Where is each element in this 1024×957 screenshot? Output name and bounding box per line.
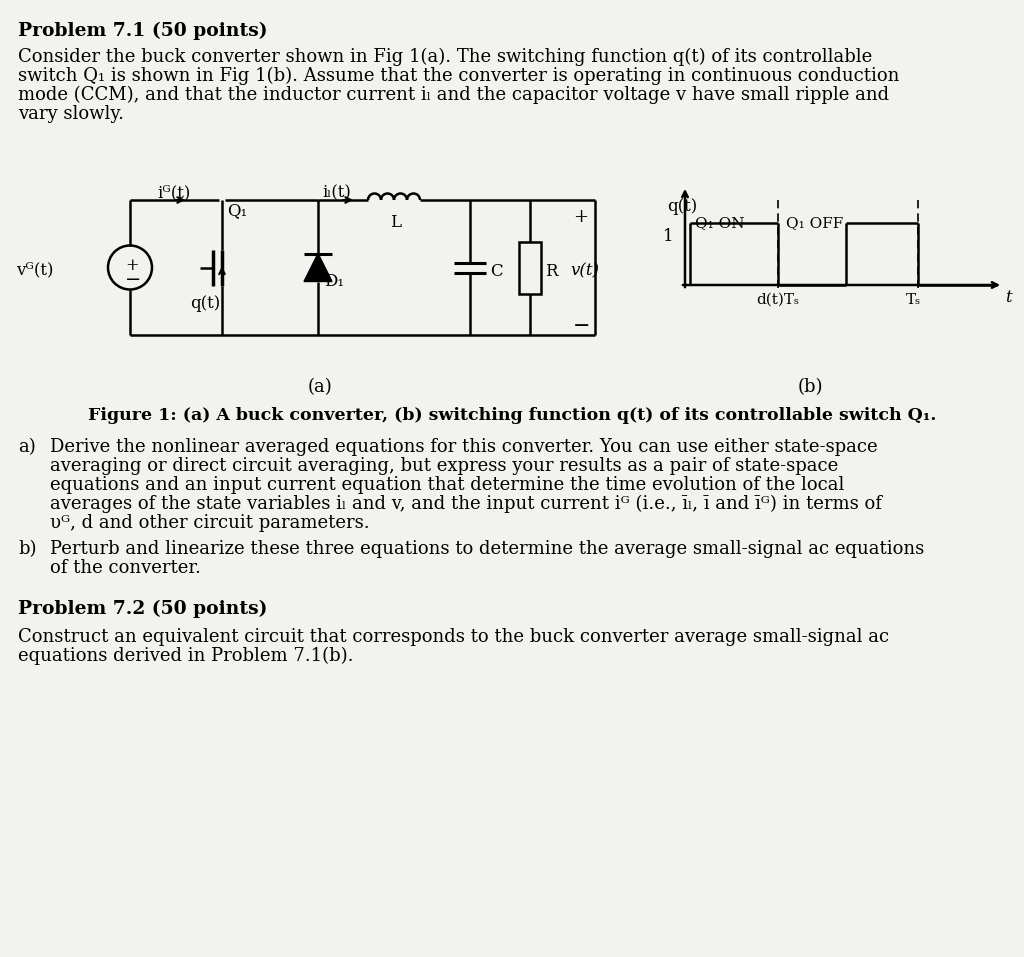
Text: −: − xyxy=(573,317,591,336)
Text: D₁: D₁ xyxy=(324,274,344,291)
Text: Figure 1: (a) A buck converter, (b) switching function q(t) of its controllable : Figure 1: (a) A buck converter, (b) swit… xyxy=(88,407,936,424)
Text: R: R xyxy=(545,262,557,279)
Text: C: C xyxy=(490,262,503,279)
Text: d(t)Tₛ: d(t)Tₛ xyxy=(756,293,799,307)
Text: Construct an equivalent circuit that corresponds to the buck converter average s: Construct an equivalent circuit that cor… xyxy=(18,628,889,646)
Text: Problem 7.1 (50 points): Problem 7.1 (50 points) xyxy=(18,22,267,40)
Text: Consider the buck converter shown in Fig 1(a). The switching function q(t) of it: Consider the buck converter shown in Fig… xyxy=(18,48,872,66)
Text: averages of the state variables iₗ and v, and the input current iᴳ (i.e., īₗ, ī : averages of the state variables iₗ and v… xyxy=(50,495,882,513)
Text: Q₁ ON: Q₁ ON xyxy=(695,216,744,230)
Text: iᴳ(t): iᴳ(t) xyxy=(157,184,190,201)
Text: equations derived in Problem 7.1(b).: equations derived in Problem 7.1(b). xyxy=(18,647,353,665)
Text: Problem 7.2 (50 points): Problem 7.2 (50 points) xyxy=(18,600,267,618)
Text: a): a) xyxy=(18,438,36,456)
Text: q(t): q(t) xyxy=(667,198,697,215)
Text: Q₁: Q₁ xyxy=(227,202,247,219)
Text: averaging or direct circuit averaging, but express your results as a pair of sta: averaging or direct circuit averaging, b… xyxy=(50,457,839,475)
Text: iₗ(t): iₗ(t) xyxy=(322,184,351,201)
Text: L: L xyxy=(390,214,401,231)
Text: Perturb and linearize these three equations to determine the average small-signa: Perturb and linearize these three equati… xyxy=(50,540,925,558)
Text: v(t): v(t) xyxy=(570,262,599,279)
Text: vary slowly.: vary slowly. xyxy=(18,105,124,123)
Text: equations and an input current equation that determine the time evolution of the: equations and an input current equation … xyxy=(50,476,845,494)
Text: b): b) xyxy=(18,540,37,558)
Text: q(t): q(t) xyxy=(190,296,220,313)
Bar xyxy=(519,241,541,294)
Text: (b): (b) xyxy=(798,378,822,396)
Text: mode (CCM), and that the inductor current iₗ and the capacitor voltage v have sm: mode (CCM), and that the inductor curren… xyxy=(18,86,889,104)
Text: υᴳ, d and other circuit parameters.: υᴳ, d and other circuit parameters. xyxy=(50,514,370,532)
Text: vᴳ(t): vᴳ(t) xyxy=(16,261,53,278)
Text: (a): (a) xyxy=(307,378,333,396)
Text: t: t xyxy=(1005,289,1012,306)
Text: +: + xyxy=(125,257,138,275)
Text: −: − xyxy=(125,271,141,288)
Text: Q₁ OFF: Q₁ OFF xyxy=(786,216,843,230)
Text: switch Q₁ is shown in Fig 1(b). Assume that the converter is operating in contin: switch Q₁ is shown in Fig 1(b). Assume t… xyxy=(18,67,899,85)
Text: 1: 1 xyxy=(663,228,674,245)
Text: Derive the nonlinear averaged equations for this converter. You can use either s: Derive the nonlinear averaged equations … xyxy=(50,438,878,456)
Text: Tₛ: Tₛ xyxy=(906,293,922,307)
Polygon shape xyxy=(304,254,332,281)
Text: of the converter.: of the converter. xyxy=(50,559,201,577)
Text: +: + xyxy=(573,208,588,226)
